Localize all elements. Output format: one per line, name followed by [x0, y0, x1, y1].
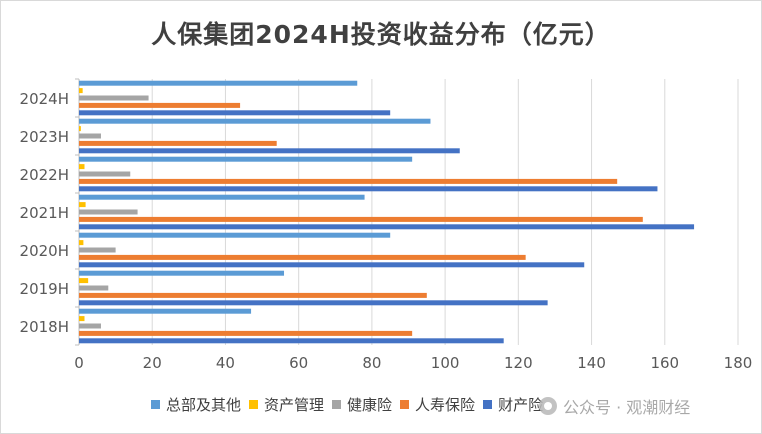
x-tick-label: 140: [577, 354, 606, 372]
legend-label: 财产险: [498, 396, 544, 414]
bar: [79, 102, 241, 108]
chart-legend: 总部及其他 资产管理 健康险 人寿保险 财产险: [151, 394, 551, 415]
bar: [79, 338, 504, 344]
x-tick-label: 180: [724, 354, 753, 372]
category-label: 2021H: [20, 204, 69, 222]
legend-swatch: [249, 400, 259, 409]
bar: [79, 194, 365, 200]
bar: [79, 148, 460, 154]
x-tick-label: 40: [216, 354, 235, 372]
legend-item: 财产险: [483, 394, 543, 415]
category-label: 2024H: [20, 90, 69, 108]
chart-title: 人保集团2024H投资收益分布（亿元）: [151, 20, 611, 49]
legend-swatch: [483, 400, 493, 409]
x-tick-label: 20: [143, 354, 162, 372]
bar: [79, 247, 116, 253]
bar: [79, 202, 86, 208]
category-label: 2020H: [20, 242, 69, 260]
bar: [79, 164, 85, 170]
bar: [79, 308, 252, 314]
category-label: 2022H: [20, 166, 69, 184]
bar: [79, 330, 413, 336]
bar: [79, 178, 618, 184]
bar: [79, 224, 695, 230]
legend-item: 资产管理: [249, 394, 324, 415]
x-tick-label: 120: [504, 354, 533, 372]
bar: [79, 216, 643, 222]
bar: [79, 292, 427, 298]
bar: [79, 262, 585, 268]
bar: [79, 156, 413, 162]
category-label: 2018H: [20, 318, 69, 336]
legend-item: 总部及其他: [151, 394, 241, 415]
watermark-text: 公众号 · 观潮财经: [563, 398, 691, 417]
bar: [79, 240, 84, 246]
bar: [79, 186, 658, 192]
bar: [79, 95, 149, 101]
legend-label: 总部及其他: [166, 396, 242, 414]
legend-swatch: [151, 400, 160, 409]
bar: [79, 285, 109, 291]
bar: [79, 316, 85, 322]
bar: [79, 254, 526, 260]
bar: [79, 110, 391, 116]
legend-swatch: [400, 400, 410, 409]
bar: [79, 140, 277, 146]
legend-item: 健康险: [332, 394, 392, 415]
bar: [79, 118, 431, 124]
bar: [79, 126, 81, 132]
bar: [79, 209, 138, 215]
bar: [79, 171, 131, 177]
bar: [79, 232, 391, 238]
x-tick-label: 0: [74, 354, 84, 372]
category-label: 2023H: [20, 128, 69, 146]
bar: [79, 278, 89, 284]
legend-label: 人寿保险: [415, 396, 476, 414]
bar: [79, 80, 358, 86]
bar: [79, 300, 548, 306]
legend-label: 健康险: [347, 396, 393, 414]
bar: [79, 88, 83, 94]
bar: [79, 133, 101, 139]
x-tick-label: 60: [289, 354, 308, 372]
bar: [79, 323, 101, 329]
category-label: 2019H: [20, 280, 69, 298]
x-tick-label: 100: [431, 354, 460, 372]
watermark: 公众号 · 观潮财经: [539, 394, 690, 418]
legend-item: 人寿保险: [400, 394, 475, 415]
x-tick-label: 80: [362, 354, 381, 372]
legend-label: 资产管理: [264, 396, 325, 414]
bar: [79, 270, 285, 276]
wechat-icon: [539, 397, 557, 415]
x-tick-label: 160: [650, 354, 679, 372]
legend-swatch: [332, 400, 342, 409]
